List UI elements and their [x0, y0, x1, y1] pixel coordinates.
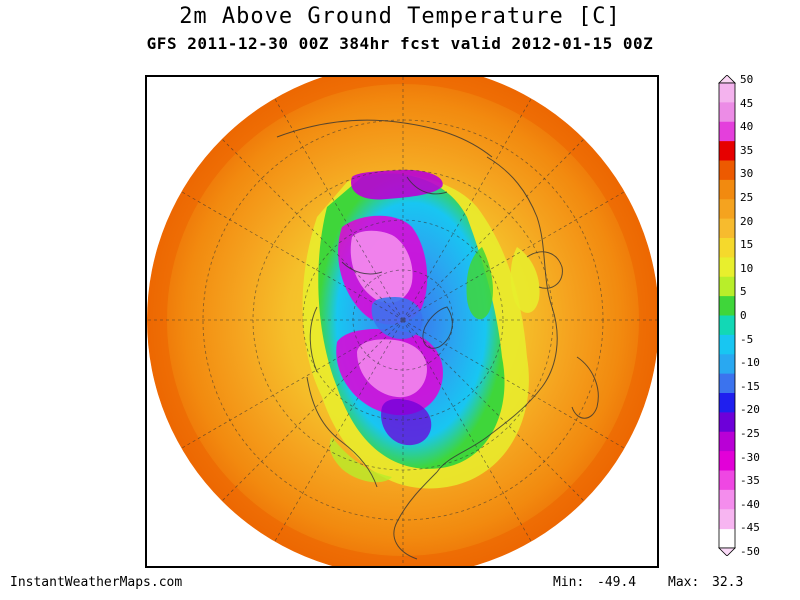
- colorbar-tick-label: -5: [740, 332, 754, 346]
- colorbar-swatch: [719, 160, 735, 181]
- colorbar-tick-label: 25: [740, 191, 754, 204]
- colorbar-swatch: [719, 431, 735, 452]
- colorbar-top-arrow: [718, 75, 736, 84]
- colorbar-tick-label: 20: [740, 214, 754, 228]
- colorbar-tick-label: -50: [740, 545, 760, 558]
- forecast-subtitle: GFS 2011-12-30 00Z 384hr fcst valid 2012…: [146, 34, 654, 53]
- colorbar-swatch: [719, 257, 735, 278]
- colorbar-swatch: [719, 354, 735, 375]
- colorbar-swatch: [719, 179, 735, 200]
- cold-core-north: [351, 169, 443, 200]
- colorbar-swatch: [719, 238, 735, 258]
- max-label: Max:: [668, 575, 700, 590]
- temperature-map[interactable]: [145, 75, 659, 568]
- colorbar-swatch: [719, 276, 735, 297]
- colorbar-swatch: [719, 199, 735, 220]
- colorbar-tick-label: 10: [740, 261, 754, 275]
- colorbar-tick-label: 15: [740, 238, 754, 252]
- max-value: 32.3: [712, 575, 744, 590]
- colorbar-bottom-arrow: [718, 547, 736, 556]
- colorbar-swatch: [719, 509, 735, 530]
- site-credit: InstantWeatherMaps.com: [10, 575, 183, 590]
- colorbar-swatch: [719, 315, 735, 336]
- colorbar-tick-label: 40: [740, 120, 754, 134]
- polar-map-svg: [147, 77, 657, 566]
- colorbar-tick-label: -15: [740, 379, 760, 393]
- colorbar-tick-label: -10: [740, 356, 760, 370]
- colorbar-swatch: [719, 334, 735, 355]
- colorbar-swatch: [719, 83, 735, 103]
- min-label: Min:: [553, 575, 585, 590]
- colorbar-tick-label: 45: [740, 96, 754, 110]
- coastlines: [276, 119, 599, 560]
- longitude-lines: [147, 77, 657, 566]
- colorbar-tick-label: -20: [740, 403, 760, 417]
- map-title: 2m Above Ground Temperature [C]: [179, 4, 621, 29]
- min-value: -49.4: [597, 575, 637, 590]
- colorbar-tick-label: -25: [740, 427, 760, 440]
- colorbar-svg: [718, 75, 736, 556]
- colorbar-tick-label: 50: [740, 73, 754, 86]
- colorbar-swatch: [719, 393, 735, 413]
- colorbar-tick-label: -35: [740, 474, 760, 488]
- colorbar-swatch: [719, 296, 735, 316]
- temperature-colorbar: [718, 75, 736, 556]
- colorbar-tick-label: -30: [740, 450, 760, 464]
- colorbar-swatch: [719, 451, 735, 471]
- colorbar-swatch: [719, 373, 735, 394]
- colorbar-swatch: [719, 470, 735, 491]
- colorbar-tick-label: 30: [740, 167, 754, 181]
- colorbar-swatch: [719, 102, 735, 123]
- colorbar-tick-label: 5: [740, 285, 747, 299]
- colorbar-tick-label: -40: [740, 497, 760, 511]
- colorbar-swatch: [719, 218, 735, 239]
- colorbar-swatch: [719, 489, 735, 510]
- colorbar-swatch: [719, 412, 735, 433]
- colorbar-tick-label: 35: [740, 143, 754, 157]
- colorbar-swatch: [719, 121, 735, 142]
- colorbar-swatch: [719, 141, 735, 161]
- colorbar-tick-label: -45: [740, 521, 760, 535]
- colorbar-tick-label: 0: [740, 309, 747, 322]
